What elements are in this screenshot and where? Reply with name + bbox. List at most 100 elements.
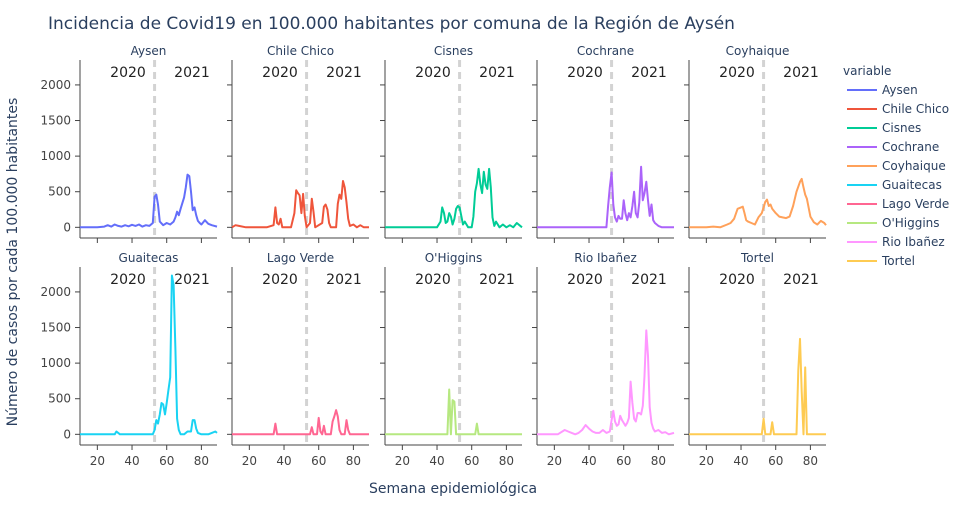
facet-title: Guaitecas xyxy=(119,251,179,265)
x-tick-label: 20 xyxy=(242,454,257,468)
x-tick-label: 20 xyxy=(395,454,410,468)
x-tick-label: 60 xyxy=(616,454,631,468)
x-tick-label: 60 xyxy=(311,454,326,468)
year-label-2020: 2020 xyxy=(110,272,146,288)
facet-title: O'Higgins xyxy=(425,251,483,265)
legend-item: Lago Verde xyxy=(847,197,949,211)
facet-panel-lago-verde: Lago Verde 20 40 60 80 2020 2021 xyxy=(227,251,369,468)
facet-panel-o-higgins: O'Higgins 20 40 60 80 2020 2021 xyxy=(380,251,522,468)
facet-panel-cisnes: Cisnes 2020 2021 xyxy=(380,44,523,243)
legend-label: Coyhaique xyxy=(882,159,946,173)
legend-label: Guaitecas xyxy=(882,178,942,192)
x-tick-label: 60 xyxy=(464,454,479,468)
year-label-2021: 2021 xyxy=(174,65,210,81)
legend-title: variable xyxy=(843,64,891,78)
year-label-2021: 2021 xyxy=(783,272,819,288)
y-tick-label: 1000 xyxy=(40,356,71,370)
legend-item: Cisnes xyxy=(847,121,921,135)
legend-item: Tortel xyxy=(847,254,915,268)
year-label-2020: 2020 xyxy=(415,272,451,288)
legend: variable Aysen Chile Chico Cisnes Cochrane Co… xyxy=(843,64,949,268)
series-line-lago-verde xyxy=(232,409,369,436)
facet-panel-cochrane: Cochrane 2020 2021 xyxy=(532,44,674,243)
facet-title: Coyhaique xyxy=(726,44,790,58)
legend-item: Guaitecas xyxy=(847,178,942,192)
x-tick-label: 40 xyxy=(581,454,596,468)
y-tick-label: 1500 xyxy=(40,114,71,128)
x-tick-label: 20 xyxy=(699,454,714,468)
year-label-2020: 2020 xyxy=(110,65,146,81)
y-axis-title: Número de casos por cada 100.000 habitan… xyxy=(5,98,21,427)
x-tick-label: 20 xyxy=(547,454,562,468)
year-label-2020: 2020 xyxy=(567,272,603,288)
legend-label: O'Higgins xyxy=(882,216,940,230)
x-tick-label: 80 xyxy=(803,454,818,468)
year-label-2021: 2021 xyxy=(174,272,210,288)
x-tick-label: 20 xyxy=(90,454,105,468)
year-label-2021: 2021 xyxy=(326,65,362,81)
x-axis-title: Semana epidemiológica xyxy=(369,481,537,497)
facet-panel-guaitecas: Guaitecas 0 500 1000 1500 2000 20 40 60 80 2020 202… xyxy=(40,251,218,468)
y-tick-label: 0 xyxy=(63,220,71,234)
x-tick-label: 40 xyxy=(429,454,444,468)
y-tick-label: 0 xyxy=(63,427,71,441)
series-line-tortel xyxy=(689,337,826,436)
legend-item: Chile Chico xyxy=(847,102,949,116)
x-tick-label: 60 xyxy=(768,454,783,468)
legend-label: Lago Verde xyxy=(882,197,949,211)
series-line-coyhaique xyxy=(689,177,827,229)
facet-title: Chile Chico xyxy=(267,44,334,58)
series-line-aysen xyxy=(80,173,218,229)
facet-title: Cisnes xyxy=(434,44,473,58)
year-label-2020: 2020 xyxy=(262,272,298,288)
x-tick-label: 40 xyxy=(733,454,748,468)
facet-panel-chile-chico: Chile Chico 2020 2021 xyxy=(227,44,369,243)
facet-title: Rio Ibañez xyxy=(574,251,637,265)
series-line-guaitecas xyxy=(80,274,218,436)
legend-label: Rio Ibañez xyxy=(882,235,945,249)
facet-title: Lago Verde xyxy=(267,251,334,265)
legend-label: Cisnes xyxy=(882,121,921,135)
x-tick-label: 40 xyxy=(276,454,291,468)
year-label-2021: 2021 xyxy=(631,272,667,288)
series-line-rio-iba-ez xyxy=(537,329,675,436)
y-tick-label: 2000 xyxy=(40,285,71,299)
x-tick-label: 80 xyxy=(499,454,514,468)
legend-item: Cochrane xyxy=(847,140,939,154)
legend-item: O'Higgins xyxy=(847,216,940,230)
year-label-2020: 2020 xyxy=(719,65,755,81)
series-line-cisnes xyxy=(385,167,523,229)
series-line-o-higgins xyxy=(385,388,522,436)
year-label-2021: 2021 xyxy=(631,65,667,81)
year-label-2020: 2020 xyxy=(719,272,755,288)
legend-label: Aysen xyxy=(882,83,918,97)
y-tick-label: 1000 xyxy=(40,149,71,163)
year-label-2021: 2021 xyxy=(479,65,515,81)
year-label-2020: 2020 xyxy=(262,65,298,81)
facet-title: Tortel xyxy=(740,251,774,265)
legend-item: Aysen xyxy=(847,83,918,97)
y-tick-label: 1500 xyxy=(40,321,71,335)
facet-panel-rio-iba-ez: Rio Ibañez 20 40 60 80 2020 2021 xyxy=(532,251,675,468)
chart-title: Incidencia de Covid19 en 100.000 habitan… xyxy=(48,14,735,34)
facet-panel-coyhaique: Coyhaique 2020 2021 xyxy=(684,44,827,243)
legend-label: Chile Chico xyxy=(882,102,949,116)
year-label-2021: 2021 xyxy=(479,272,515,288)
legend-label: Cochrane xyxy=(882,140,939,154)
year-label-2020: 2020 xyxy=(567,65,603,81)
y-tick-label: 500 xyxy=(48,185,71,199)
year-label-2020: 2020 xyxy=(415,65,451,81)
x-tick-label: 80 xyxy=(194,454,209,468)
series-line-cochrane xyxy=(537,165,674,229)
legend-label: Tortel xyxy=(881,254,915,268)
year-label-2021: 2021 xyxy=(326,272,362,288)
facet-title: Aysen xyxy=(131,44,167,58)
y-tick-label: 500 xyxy=(48,392,71,406)
x-tick-label: 80 xyxy=(346,454,361,468)
facet-panel-aysen: Aysen 0 500 1000 1500 2000 2020 2021 xyxy=(40,44,218,243)
y-tick-label: 2000 xyxy=(40,78,71,92)
year-label-2021: 2021 xyxy=(783,65,819,81)
facet-panel-tortel: Tortel 20 40 60 80 2020 2021 xyxy=(684,251,826,468)
legend-item: Rio Ibañez xyxy=(847,235,945,249)
